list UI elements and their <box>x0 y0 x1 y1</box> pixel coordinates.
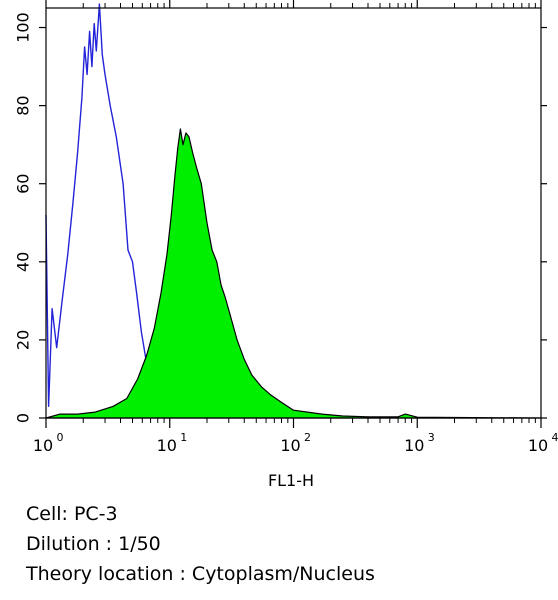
x-tick-label-exponent: 1 <box>180 431 187 444</box>
y-tick-label: 80 <box>14 95 33 115</box>
x-tick-label-exponent: 2 <box>304 431 311 444</box>
x-axis-label: FL1-H <box>268 471 314 490</box>
x-tick-label-exponent: 0 <box>57 431 64 444</box>
x-tick-label-base: 10 <box>404 436 424 455</box>
x-tick-label-base: 10 <box>528 436 548 455</box>
x-tick-label-exponent: 3 <box>428 431 435 444</box>
x-tick-label-exponent: 4 <box>552 431 558 444</box>
x-tick-label-base: 10 <box>157 436 177 455</box>
caption-dilution: Dilution : 1/50 <box>26 533 161 555</box>
series-filled-histogram <box>45 128 542 419</box>
y-tick-label: 0 <box>14 413 33 423</box>
x-tick-label-base: 10 <box>280 436 300 455</box>
x-tick-label-base: 10 <box>33 436 53 455</box>
y-tick-label: 20 <box>14 330 33 350</box>
plot-frame <box>45 7 542 419</box>
y-tick-label: 60 <box>14 174 33 194</box>
y-tick-label: 40 <box>14 252 33 272</box>
caption-location: Theory location : Cytoplasm/Nucleus <box>26 563 375 585</box>
caption-cell: Cell: PC-3 <box>26 503 118 525</box>
y-tick-label: 100 <box>14 12 33 43</box>
